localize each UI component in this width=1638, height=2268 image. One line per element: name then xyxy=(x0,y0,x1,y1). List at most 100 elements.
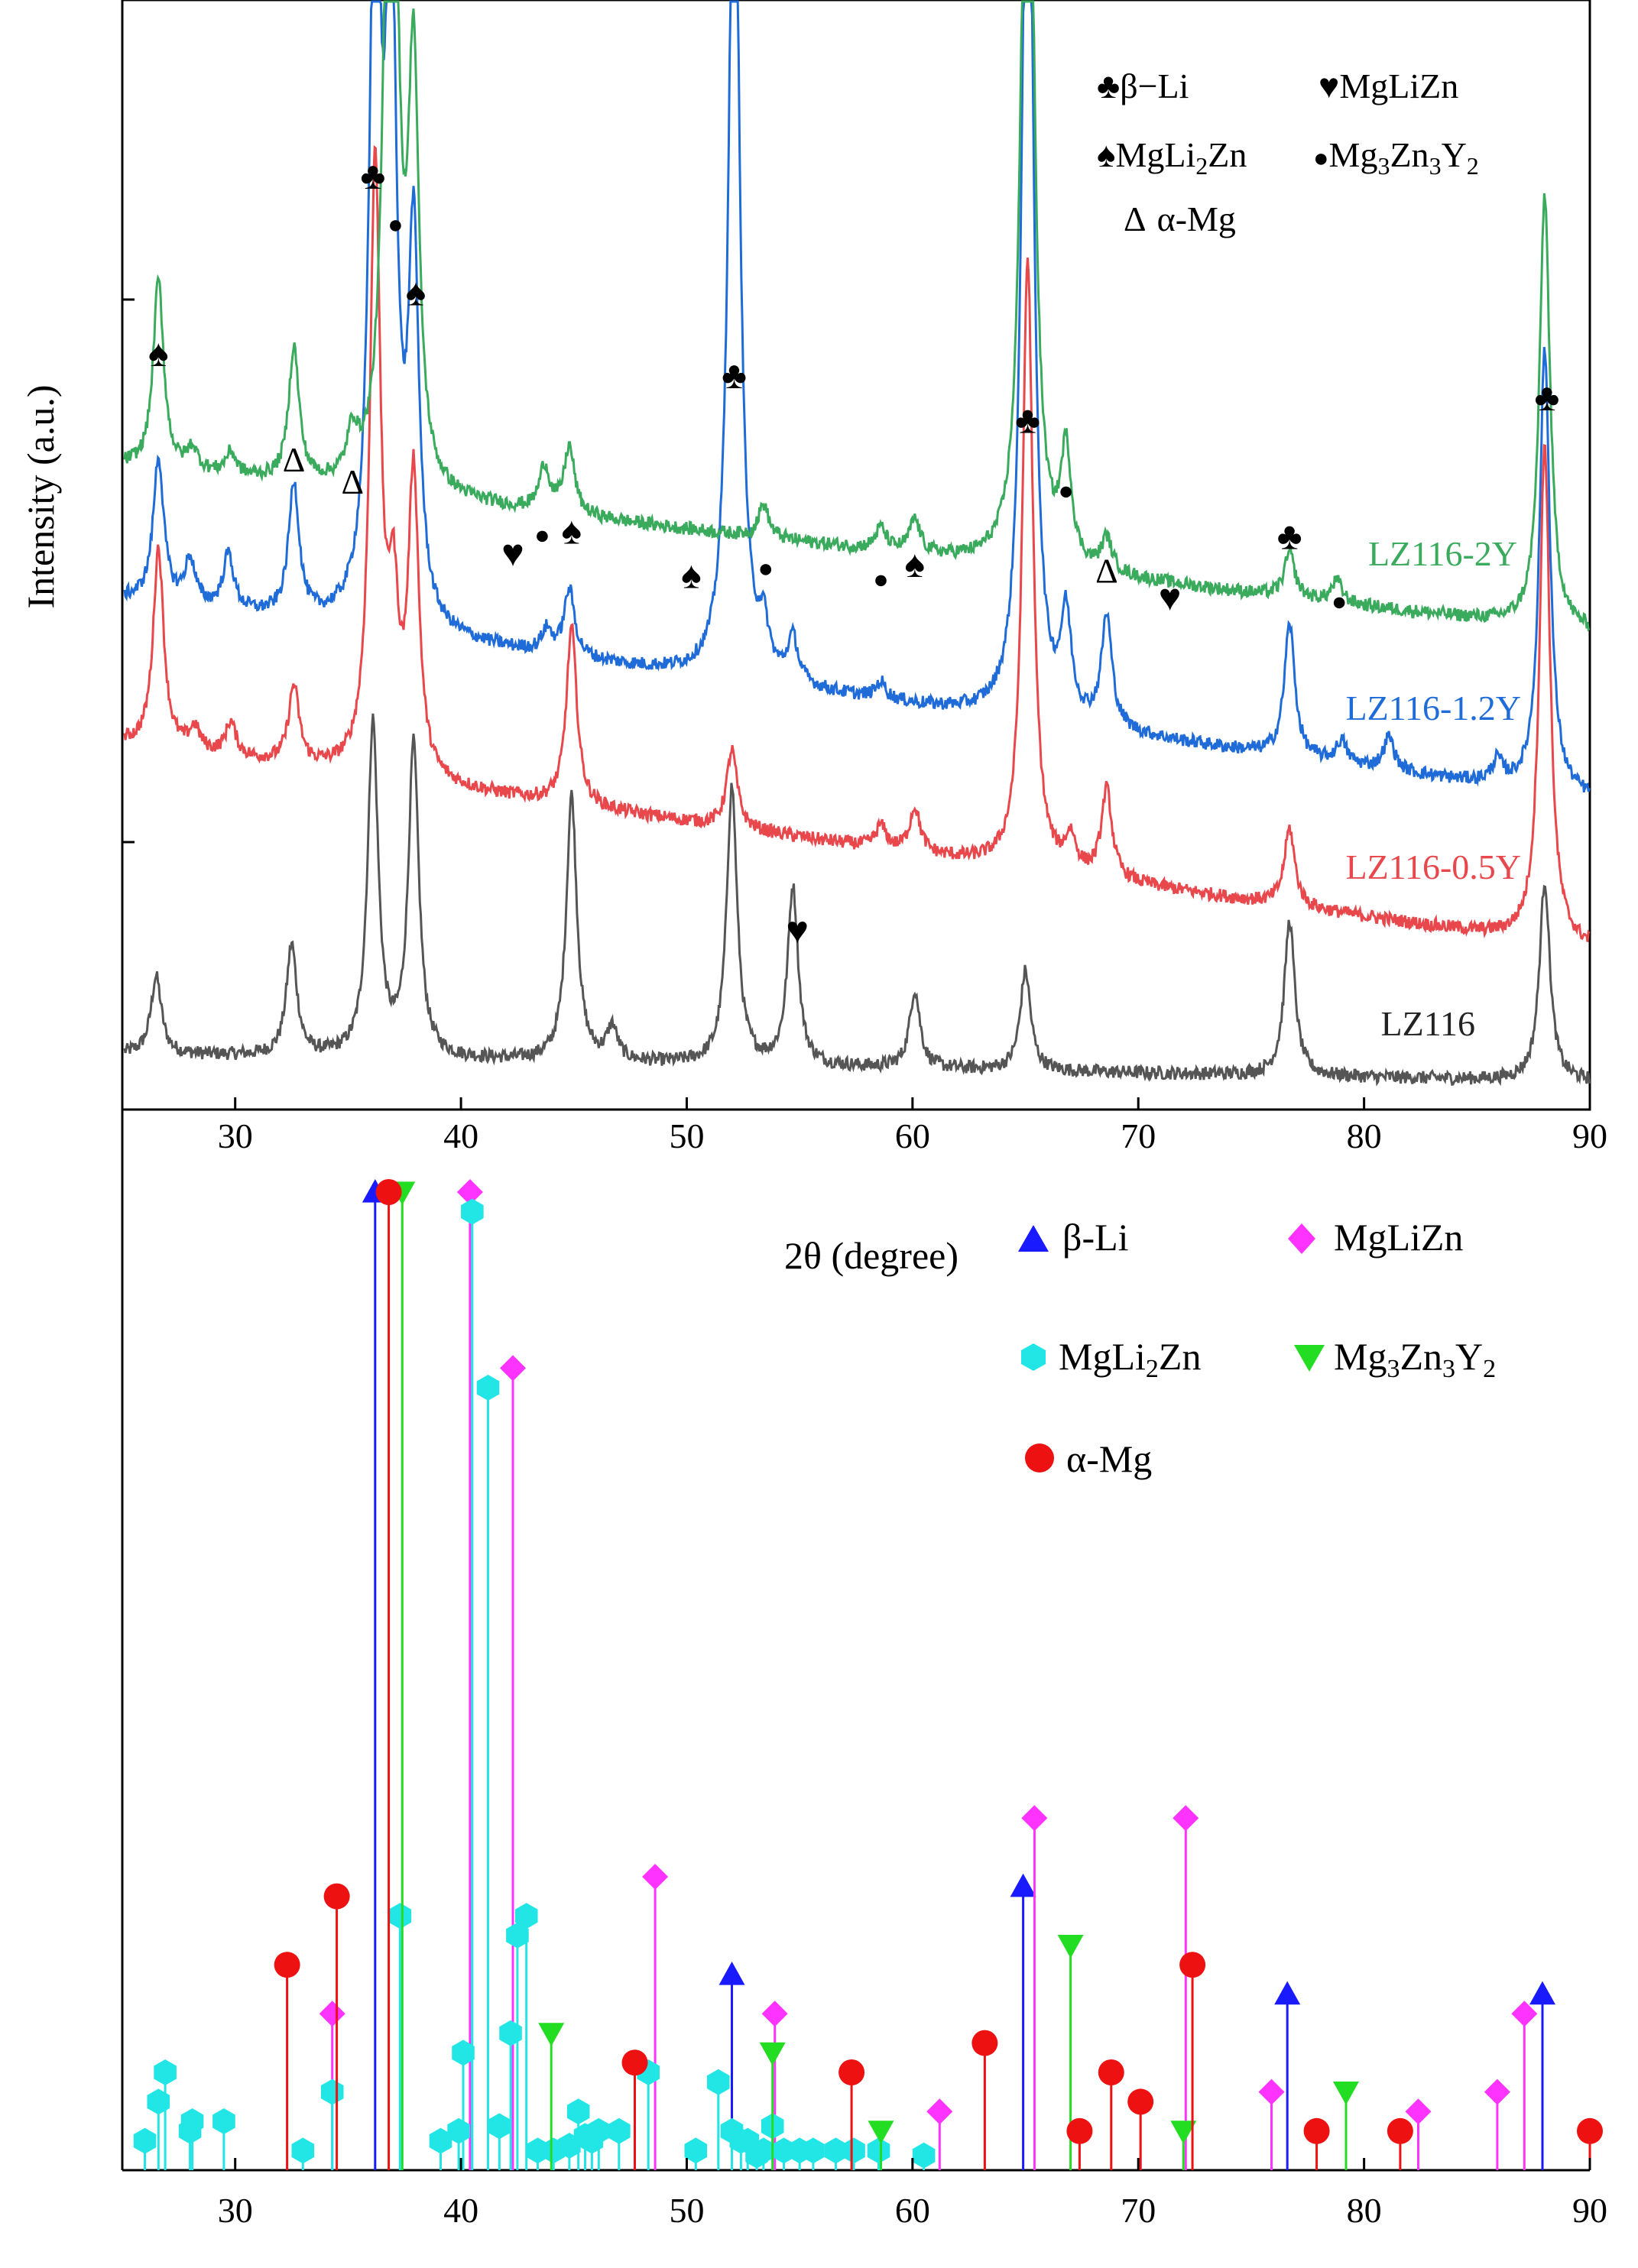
x-tick-label: 40 xyxy=(443,1116,478,1155)
heart-symbol: ♥ xyxy=(1319,66,1339,105)
delta-marker: Δ xyxy=(283,440,306,479)
marker-mglizn xyxy=(1258,2078,1285,2105)
heart-marker: ♥ xyxy=(1159,576,1182,619)
triangle-down-icon xyxy=(1294,1345,1325,1372)
legend-text: MgLi xyxy=(1115,135,1195,174)
x-tick-label: 60 xyxy=(895,2191,930,2230)
series-label-lz116-0.5y: LZ116-0.5Y xyxy=(1345,847,1521,886)
marker-mg3zn3y2 xyxy=(759,2042,786,2066)
marker-mgli2zn xyxy=(608,2117,631,2144)
dot-symbol: ● xyxy=(1313,144,1329,173)
legend-entry-beta-li: ♣β−Li xyxy=(1097,66,1189,105)
marker-mgli2zn xyxy=(461,1198,484,1225)
club-marker: ♣ xyxy=(1015,398,1040,441)
x-tick-label: 90 xyxy=(1572,1116,1607,1155)
delta-marker: Δ xyxy=(1095,551,1118,590)
marker--mg xyxy=(1387,2117,1413,2144)
xrd-pattern-panel: ♠ΔΔ♣●♠♥ ● ♠♠ ●♣♥● ♠♣●Δ♥♣●♣ 30 40 50 60 70 80 90 In… xyxy=(19,0,1607,1155)
marker-mgli2zn xyxy=(566,2098,590,2125)
x-tick-label: 90 xyxy=(1572,2191,1607,2230)
club-symbol: ♣ xyxy=(1097,66,1120,105)
legend-text: Zn xyxy=(1400,1335,1442,1378)
marker-mglizn xyxy=(926,2098,953,2125)
marker--mg xyxy=(838,2059,865,2085)
legend-subscript: 3 xyxy=(1429,152,1442,180)
delta-symbol: Δ xyxy=(1124,199,1147,238)
x-axis-ticks-bottom: 30 40 50 60 70 80 90 xyxy=(218,2158,1607,2230)
marker--li xyxy=(1010,1873,1036,1897)
delta-marker: Δ xyxy=(342,462,365,501)
reference-pattern-panel: 30 40 50 60 70 80 90 2θ (degree) β-Li MgLiZn M… xyxy=(121,1110,1607,2230)
marker-mglizn xyxy=(1511,2001,1538,2027)
marker-mglizn xyxy=(319,2001,345,2027)
marker-mgli2zn xyxy=(429,2127,452,2154)
marker-mgli2zn xyxy=(212,2108,235,2134)
marker-mgli2zn xyxy=(912,2142,936,2169)
x-tick-label: 80 xyxy=(1347,2191,1382,2230)
legend-subscript: 2 xyxy=(1483,1355,1496,1383)
marker-mg3zn3y2 xyxy=(1332,2082,1359,2105)
marker-mglizn xyxy=(761,2001,788,2027)
dot-marker: ● xyxy=(1331,588,1348,617)
club-marker: ♣ xyxy=(1277,515,1302,558)
marker-mgli2zn xyxy=(133,2127,157,2154)
marker-mgli2zn xyxy=(506,1922,529,1949)
marker--mg xyxy=(1303,2117,1330,2144)
marker--mg xyxy=(1577,2117,1603,2144)
diamond-icon xyxy=(1288,1223,1315,1254)
marker-mglizn xyxy=(500,1355,527,1382)
marker--mg xyxy=(1066,2117,1093,2144)
legend-text: β−Li xyxy=(1120,66,1189,105)
xrd-line-lz116 xyxy=(123,713,1591,1087)
legend-text: Mg xyxy=(1334,1335,1387,1378)
legend-label-mg3zn3y2: Mg3Zn3Y2 xyxy=(1334,1335,1496,1383)
x-tick-label: 50 xyxy=(669,1116,704,1155)
legend-subscript: 3 xyxy=(1377,152,1390,180)
dot-marker: ● xyxy=(758,555,774,583)
club-marker: ♣ xyxy=(722,354,747,397)
marker--li xyxy=(1529,1981,1555,2005)
dot-marker: ● xyxy=(873,566,889,595)
marker--mg xyxy=(621,2049,648,2076)
marker-mglizn xyxy=(1405,2098,1432,2125)
heart-marker: ♥ xyxy=(501,532,524,575)
marker-mgli2zn xyxy=(388,1903,412,1929)
marker-mgli2zn xyxy=(447,2117,470,2144)
marker-mgli2zn xyxy=(488,2113,511,2140)
legend-entry-mg3zn3y2: ●Mg3Zn3Y2 xyxy=(1313,135,1479,180)
legend-text: Y xyxy=(1455,1335,1483,1378)
marker-mgli2zn xyxy=(514,1903,538,1929)
legend-text: Y xyxy=(1442,135,1467,174)
xrd-line-lz116-1.2y xyxy=(123,0,1591,793)
spade-symbol: ♠ xyxy=(1097,135,1115,174)
club-marker: ♣ xyxy=(1534,376,1559,419)
marker--li xyxy=(1274,1981,1301,2005)
legend-label-mgli2zn: MgLi2Zn xyxy=(1059,1335,1201,1383)
x-tick-label: 80 xyxy=(1347,1116,1382,1155)
marker--mg xyxy=(375,1179,402,1205)
legend-label-mglizn: MgLiZn xyxy=(1334,1216,1463,1259)
marker--mg xyxy=(323,1883,350,1910)
x-tick-label: 40 xyxy=(443,2191,478,2230)
legend-subscript: 3 xyxy=(1387,1355,1400,1383)
x-axis-ticks: 30 40 50 60 70 80 90 xyxy=(218,1097,1607,1155)
marker-mgli2zn xyxy=(824,2137,848,2164)
spade-marker: ♠ xyxy=(905,543,926,585)
x-axis-label: 2θ (degree) xyxy=(784,1234,958,1277)
marker--mg xyxy=(274,1952,300,1978)
legend-entry-mglizn: ♥MgLiZn xyxy=(1319,66,1458,105)
series-label-lz116: LZ116 xyxy=(1381,1004,1476,1043)
marker-mgli2zn xyxy=(707,2069,730,2095)
peak-annotation-group: ♠ΔΔ♣●♠♥ ● ♠♠ ●♣♥● ♠♣●Δ♥♣●♣ xyxy=(148,154,1559,951)
marker-mglizn xyxy=(642,1864,669,1890)
heart-marker: ♥ xyxy=(786,909,809,951)
legend-subscript: 2 xyxy=(1146,1355,1159,1383)
marker-mglizn xyxy=(1021,1805,1048,1832)
legend-entry-mgli2zn: ♠MgLi2Zn xyxy=(1097,135,1247,180)
y-axis-label: Intensity (a.u.) xyxy=(19,385,62,609)
legend-text: Zn xyxy=(1208,135,1247,174)
marker--mg xyxy=(1098,2059,1124,2085)
marker-mgli2zn xyxy=(291,2137,315,2164)
